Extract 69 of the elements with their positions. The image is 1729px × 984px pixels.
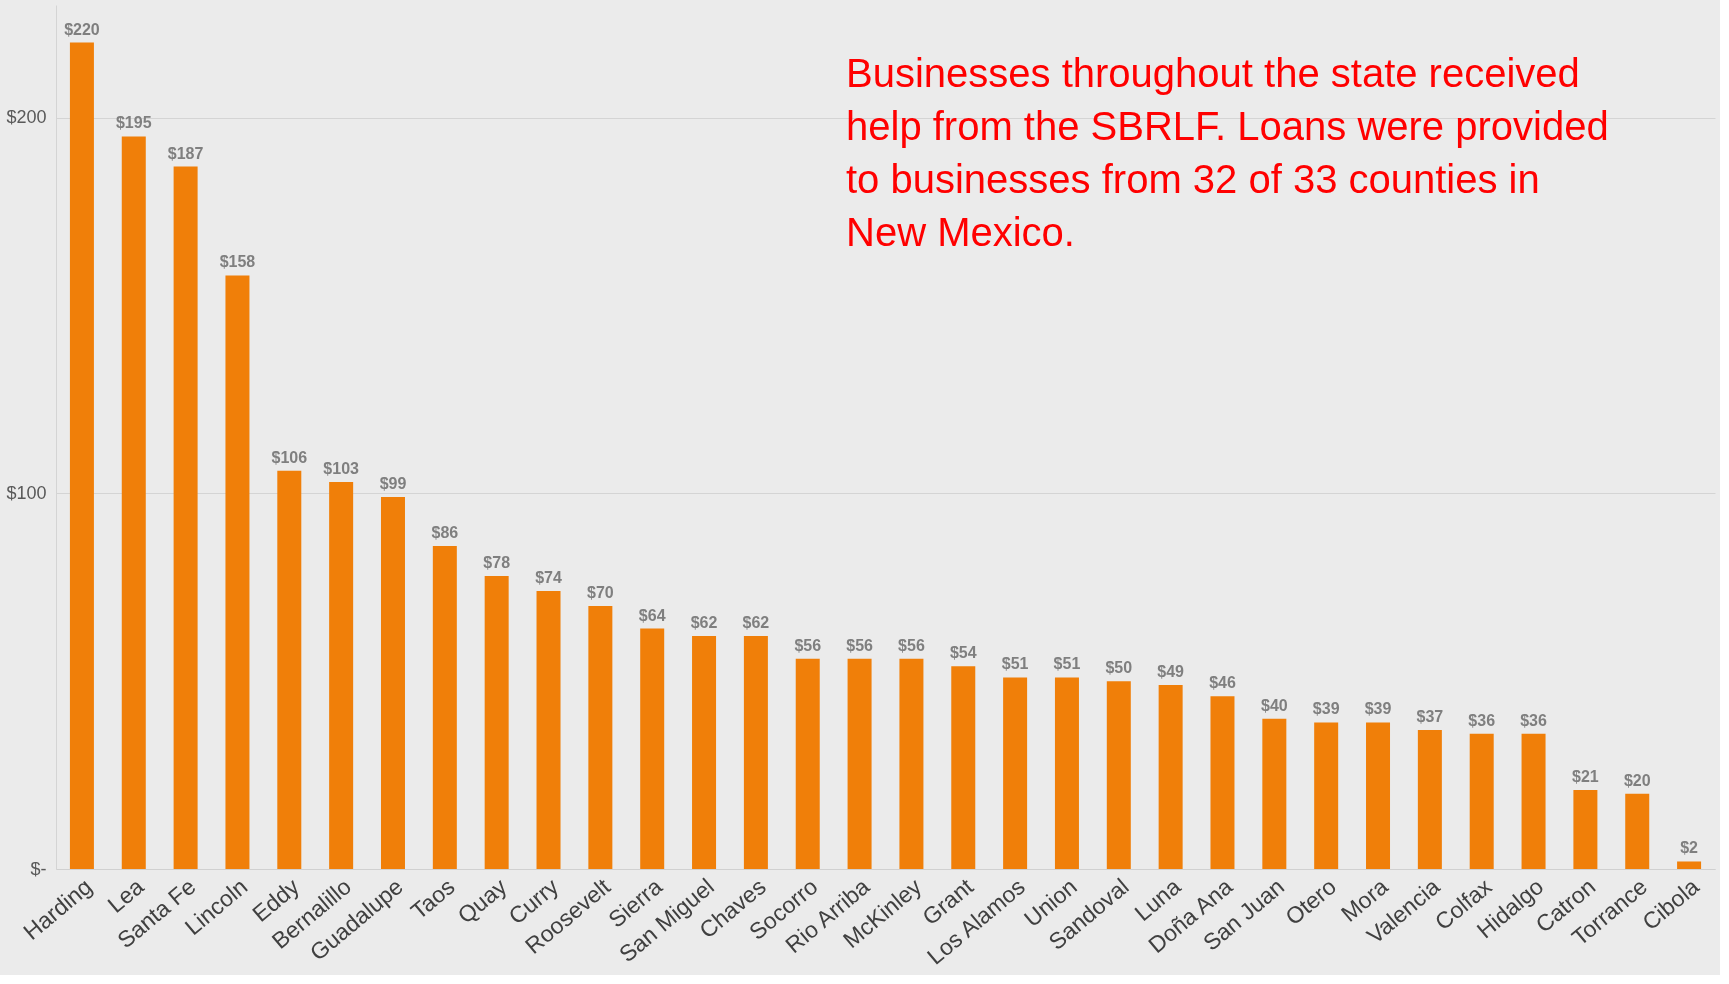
data-label: $56: [846, 636, 874, 654]
data-label: $187: [167, 144, 204, 162]
data-label: $74: [535, 569, 562, 587]
x-tick-label: Taos: [405, 873, 460, 925]
bar: [899, 658, 924, 869]
bar: [121, 136, 146, 869]
y-tick-label: $200: [6, 107, 47, 128]
data-label: $50: [1105, 659, 1133, 677]
data-label: $62: [742, 614, 770, 632]
bar: [484, 575, 509, 869]
data-label: $39: [1364, 700, 1392, 718]
bar: [1314, 722, 1339, 869]
bar: [743, 636, 768, 869]
bar: [1262, 718, 1287, 869]
data-label: $36: [1520, 711, 1547, 729]
bar: [1469, 733, 1494, 869]
bar: [329, 482, 354, 869]
data-label: $46: [1209, 674, 1236, 692]
data-label: $20: [1623, 771, 1651, 789]
bar: [277, 470, 302, 869]
data-label: $56: [898, 636, 925, 654]
bar: [1054, 677, 1079, 869]
data-label: $36: [1468, 711, 1496, 729]
bar: [1366, 722, 1391, 869]
bar: [225, 275, 250, 869]
data-label: $51: [1001, 655, 1029, 673]
bar: [588, 606, 613, 869]
data-label: $64: [638, 606, 666, 624]
bar: [1210, 696, 1235, 869]
bar: [795, 658, 820, 869]
data-label: $2: [1680, 839, 1699, 857]
bar: [1158, 684, 1183, 869]
data-label: $39: [1312, 700, 1340, 718]
data-label: $21: [1572, 768, 1599, 786]
bar: [1625, 793, 1650, 869]
data-label: $62: [690, 614, 718, 632]
annotation: Businesses throughout the state received help from the SBRLF. Loans were provided to businesses from 32 of 33 counties in New Mexico.: [846, 51, 1609, 254]
bar: [536, 591, 561, 869]
y-tick-label: $-: [30, 858, 47, 879]
bar: [432, 545, 457, 869]
bar: [380, 497, 405, 869]
bar: [69, 42, 94, 869]
data-label: $103: [323, 460, 360, 478]
data-label: $86: [431, 523, 459, 541]
bar: [1573, 790, 1598, 869]
bar: [951, 666, 976, 869]
data-label: $99: [379, 475, 407, 493]
data-label: $78: [483, 553, 511, 571]
bar: [1521, 733, 1546, 869]
bar: [640, 628, 665, 869]
data-label: $106: [271, 448, 308, 466]
data-label: $54: [949, 644, 977, 662]
data-label: $40: [1260, 696, 1288, 714]
bar: [692, 636, 717, 869]
data-label: $195: [115, 114, 152, 132]
y-tick-label: $100: [6, 482, 47, 503]
data-label: $37: [1416, 708, 1444, 726]
bar: [1677, 861, 1702, 869]
data-label: $158: [219, 253, 256, 271]
bar: [847, 658, 872, 869]
data-label: $49: [1157, 662, 1185, 680]
bar: [173, 166, 198, 869]
bar: [1417, 730, 1442, 869]
bar: [1106, 681, 1131, 869]
data-label: $70: [587, 584, 614, 602]
bar: [1003, 677, 1028, 869]
data-label: $51: [1053, 655, 1081, 673]
data-label: $220: [64, 20, 100, 38]
data-label: $56: [794, 636, 822, 654]
